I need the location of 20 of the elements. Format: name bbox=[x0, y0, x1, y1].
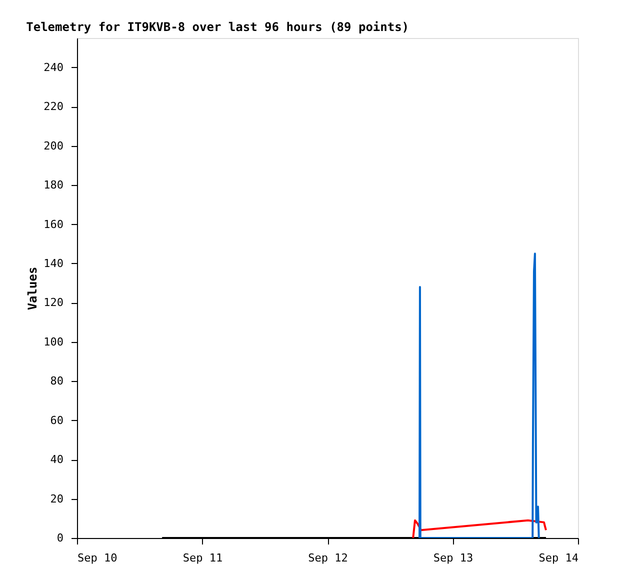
y-tick-label: 160 bbox=[44, 218, 64, 231]
chart-title: Telemetry for IT9KVB-8 over last 96 hours (89 points) bbox=[26, 20, 410, 34]
y-tick-label: 220 bbox=[44, 100, 64, 114]
y-axis-title: Values bbox=[26, 266, 40, 310]
y-tick-label: 60 bbox=[50, 414, 64, 427]
y-tick-label: 80 bbox=[50, 374, 64, 388]
y-tick-label: 120 bbox=[44, 296, 64, 310]
y-tick-label: 180 bbox=[44, 178, 64, 192]
x-tick-label: Sep 12 bbox=[308, 552, 348, 564]
x-tick-label: Sep 11 bbox=[182, 552, 223, 564]
y-tick-label: 140 bbox=[44, 256, 64, 270]
y-tick-label: 100 bbox=[44, 335, 64, 348]
x-tick-label: Sep 10 bbox=[78, 552, 118, 564]
y-tick-label: 0 bbox=[56, 532, 64, 544]
y-tick-label: 240 bbox=[44, 60, 64, 74]
y-tick-label: 200 bbox=[44, 139, 64, 152]
x-tick-label: Sep 13 bbox=[433, 552, 474, 564]
y-tick-label: 40 bbox=[50, 453, 64, 466]
x-tick-label: Sep 14 bbox=[538, 552, 579, 564]
y-tick-label: 20 bbox=[50, 492, 64, 506]
